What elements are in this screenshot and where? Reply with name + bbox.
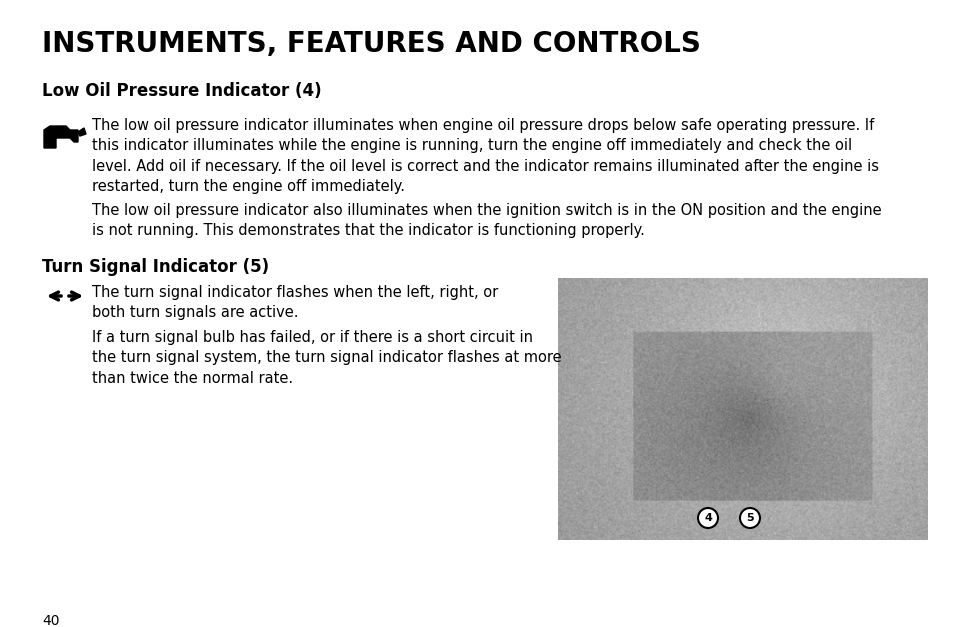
Polygon shape	[44, 126, 78, 148]
Circle shape	[740, 508, 760, 528]
Text: Turn Signal Indicator (5): Turn Signal Indicator (5)	[42, 258, 269, 276]
Text: 40: 40	[42, 614, 59, 627]
Text: The turn signal indicator flashes when the left, right, or
both turn signals are: The turn signal indicator flashes when t…	[91, 285, 497, 320]
Circle shape	[698, 508, 718, 528]
Text: If a turn signal bulb has failed, or if there is a short circuit in
the turn sig: If a turn signal bulb has failed, or if …	[91, 330, 561, 386]
Text: The low oil pressure indicator also illuminates when the ignition switch is in t: The low oil pressure indicator also illu…	[91, 203, 881, 238]
Text: 5: 5	[745, 513, 753, 523]
Text: Low Oil Pressure Indicator (4): Low Oil Pressure Indicator (4)	[42, 82, 321, 100]
Text: The low oil pressure indicator illuminates when engine oil pressure drops below : The low oil pressure indicator illuminat…	[91, 118, 878, 194]
Polygon shape	[78, 128, 86, 136]
Text: INSTRUMENTS, FEATURES AND CONTROLS: INSTRUMENTS, FEATURES AND CONTROLS	[42, 30, 700, 58]
Text: 4: 4	[703, 513, 711, 523]
